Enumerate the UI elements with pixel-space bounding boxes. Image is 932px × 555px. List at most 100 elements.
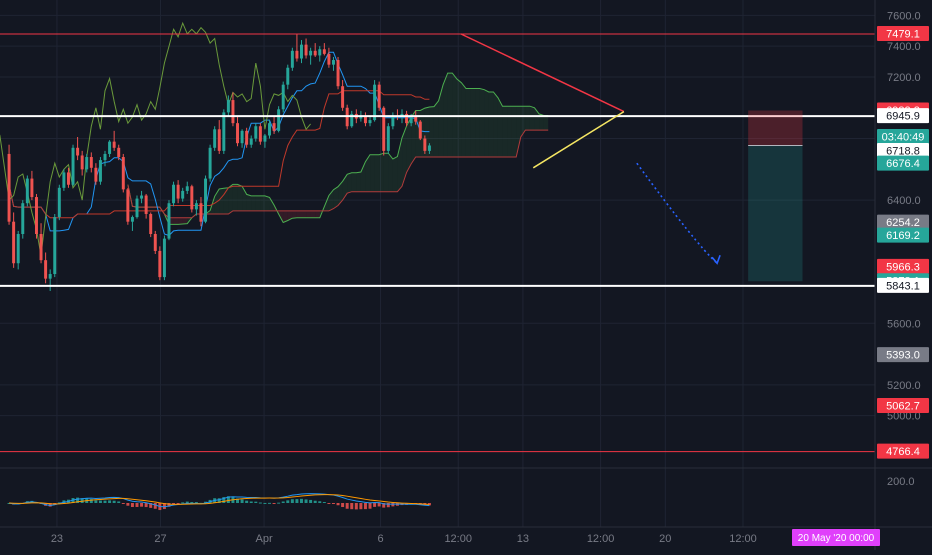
cloud-segment <box>543 115 549 131</box>
cloud-segment <box>178 217 183 225</box>
candle-body <box>30 178 34 198</box>
histogram-bar <box>268 502 271 504</box>
histogram-bar <box>309 499 313 503</box>
candle-body <box>286 67 290 85</box>
histogram-bar <box>272 503 276 504</box>
cloud-segment <box>539 113 544 131</box>
candle-body <box>76 147 80 156</box>
price-label-badge <box>877 347 929 363</box>
histogram-bar <box>194 502 198 504</box>
time-tick-label: 20 <box>659 533 671 545</box>
histogram-bar <box>217 498 221 503</box>
candle-body <box>158 250 162 278</box>
candle-body <box>89 157 93 168</box>
histogram-bar <box>167 503 171 507</box>
candle-body <box>263 135 267 142</box>
histogram-bar <box>103 500 107 503</box>
histogram-bar <box>331 503 335 504</box>
histogram-bar <box>172 503 176 505</box>
cloud-segment <box>520 106 526 138</box>
histogram-bar <box>89 499 93 503</box>
histogram-bar <box>62 500 66 503</box>
histogram-bar <box>258 502 262 504</box>
candle-body <box>80 155 84 170</box>
cloud-segment <box>228 184 233 214</box>
cloud-segment <box>255 195 261 211</box>
cloud-segment <box>529 106 535 131</box>
histogram-bar <box>300 498 303 503</box>
cloud-segment <box>251 195 256 211</box>
trendline <box>532 110 625 169</box>
cloud-segment <box>493 91 498 158</box>
cloud-segment <box>402 125 407 187</box>
indicator-tick-label: 200.0 <box>887 476 915 488</box>
ichimoku-cloud <box>0 21 549 256</box>
cloud-segment <box>374 154 380 192</box>
histogram-bar <box>345 503 349 509</box>
kijun-line <box>8 90 430 219</box>
cloud-segment <box>502 106 508 158</box>
price-label-badge <box>877 143 929 159</box>
candle-body <box>140 195 144 199</box>
cloud-segment <box>182 217 188 224</box>
macd-panel <box>0 467 932 511</box>
cloud-segment <box>173 217 179 225</box>
cloud-segment <box>338 181 343 206</box>
candle-body <box>71 147 75 185</box>
candle-body <box>258 126 262 142</box>
price-label-badge <box>877 227 929 243</box>
candle-body <box>336 60 340 87</box>
candle-body <box>240 130 244 144</box>
candle-body <box>409 117 413 124</box>
candle-body <box>295 50 299 59</box>
candle-body <box>162 238 166 278</box>
candle-body <box>281 84 285 110</box>
cloud-segment <box>328 189 334 211</box>
candle-body <box>149 213 153 234</box>
price-tick-label: 7200.0 <box>887 72 921 84</box>
candle-body <box>304 44 308 56</box>
histogram-bar <box>80 498 84 503</box>
candle-body <box>391 115 395 127</box>
cloud-segment <box>479 88 485 158</box>
candle-body <box>231 100 235 124</box>
candle-body <box>66 172 70 185</box>
histogram-bar <box>363 503 367 510</box>
price-tick-label: 5200.0 <box>887 380 921 392</box>
price-label-badge <box>877 129 929 145</box>
candle-body <box>176 184 180 199</box>
time-tick-label: 12:00 <box>729 533 757 545</box>
histogram-bar <box>377 503 381 507</box>
histogram-bar <box>386 503 390 508</box>
cloud-segment <box>465 88 471 158</box>
cloud-segment <box>411 110 416 164</box>
price-tick-label: 7400.0 <box>887 41 921 53</box>
price-label-badge <box>877 26 929 42</box>
drawings[interactable] <box>0 33 875 453</box>
candle-body <box>153 234 157 251</box>
histogram-bar <box>359 503 363 510</box>
cloud-segment <box>356 172 361 192</box>
histogram-bar <box>382 503 386 508</box>
price-label-text: 6718.8 <box>886 146 920 158</box>
histogram-bar <box>149 503 153 508</box>
candle-body <box>126 189 130 222</box>
cloud-segment <box>306 210 311 218</box>
cloud-segment <box>360 161 366 192</box>
candle-body <box>217 129 221 151</box>
price-label-text: 5062.7 <box>886 401 920 413</box>
histogram-bar <box>236 498 240 503</box>
histogram-bar <box>281 501 285 503</box>
histogram-bar <box>112 500 116 503</box>
stop-zone <box>748 110 803 146</box>
candle-body <box>130 217 134 222</box>
cloud-segment <box>456 78 462 158</box>
candle-body <box>236 123 240 144</box>
candle-body <box>313 50 317 56</box>
price-label-badge <box>877 155 929 171</box>
candle-body <box>12 221 16 264</box>
price-label-badge <box>877 108 929 124</box>
